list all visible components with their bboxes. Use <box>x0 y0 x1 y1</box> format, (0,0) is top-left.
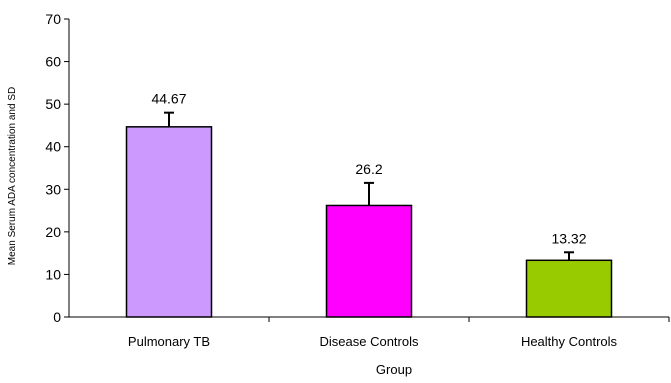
data-label: 26.2 <box>355 161 382 177</box>
y-tick-label: 70 <box>45 11 61 27</box>
bar <box>325 204 413 318</box>
category-labels: Pulmonary TB Disease Controls Healthy Cont… <box>128 317 670 349</box>
y-tick-label: 0 <box>53 309 61 325</box>
bar <box>525 259 613 318</box>
y-tick-label: 20 <box>45 224 61 240</box>
x-axis-title: Group <box>376 362 412 377</box>
y-tick-label: 50 <box>45 96 61 112</box>
y-tick-label: 30 <box>45 181 61 197</box>
bars-group: 44.67 26.2 13.32 <box>125 91 613 318</box>
category-label: Disease Controls <box>320 334 419 349</box>
y-tick-label: 40 <box>45 139 61 155</box>
y-axis-title: Mean Serum ADA concentration and SD <box>7 87 18 265</box>
category-label: Pulmonary TB <box>128 334 210 349</box>
category-label: Healthy Controls <box>521 334 618 349</box>
y-axis-ticks: 0 10 20 30 40 50 60 70 <box>45 11 69 325</box>
y-tick-label: 10 <box>45 266 61 282</box>
bar <box>125 126 213 318</box>
data-label: 44.67 <box>151 91 186 107</box>
y-tick-label: 60 <box>45 54 61 70</box>
data-label: 13.32 <box>551 230 586 246</box>
